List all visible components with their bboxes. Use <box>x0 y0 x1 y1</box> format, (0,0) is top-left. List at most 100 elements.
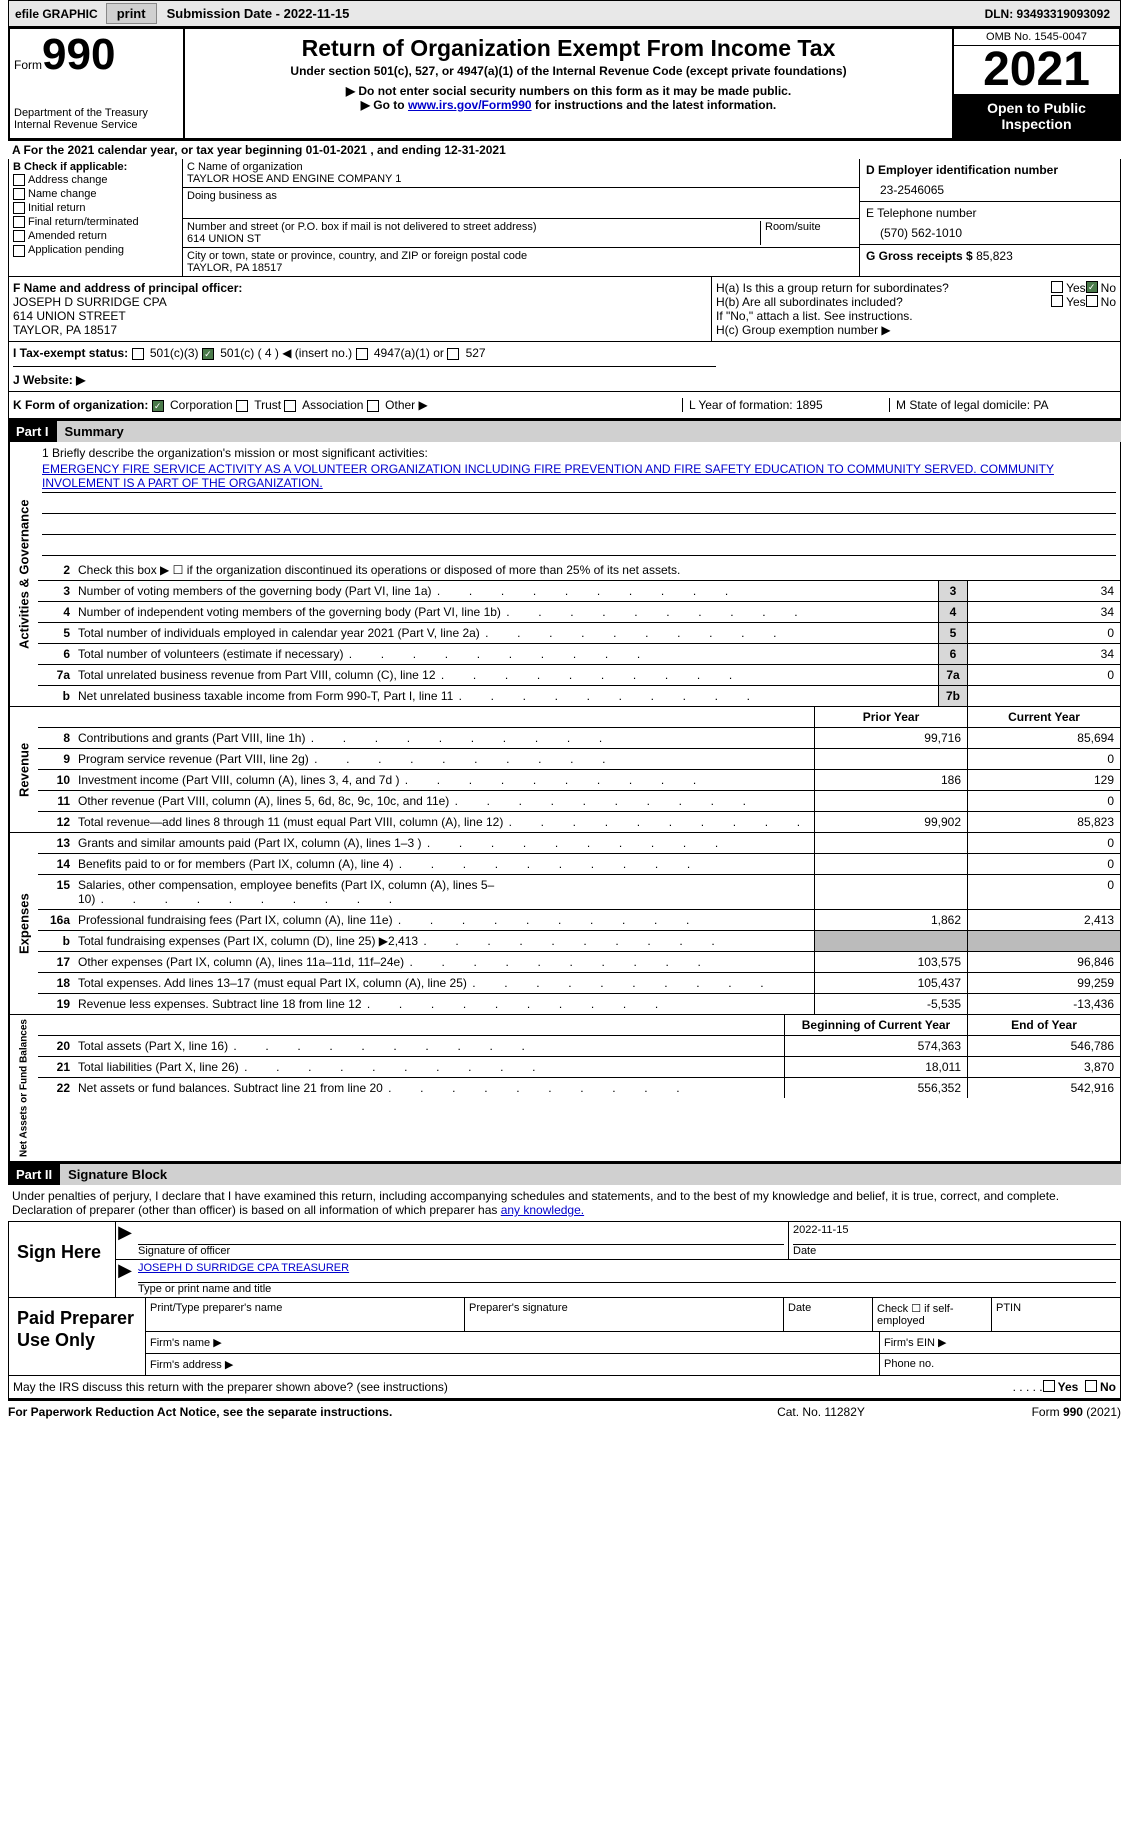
dept-label: Department of the Treasury <box>14 107 179 119</box>
cb-amended[interactable] <box>13 230 25 242</box>
cb-ha-no[interactable]: ✓ <box>1086 281 1098 293</box>
table-row: 10Investment income (Part VIII, column (… <box>38 770 1120 791</box>
sig-date-label: Date <box>793 1245 816 1257</box>
ein-value: 23-2546065 <box>866 177 1114 197</box>
table-row: 15Salaries, other compensation, employee… <box>38 875 1120 910</box>
opt-assoc: Association <box>302 398 363 412</box>
print-button[interactable]: print <box>106 3 157 24</box>
opt-address: Address change <box>28 174 108 186</box>
vtab-revenue: Revenue <box>9 707 38 832</box>
officer-name: JOSEPH D SURRIDGE CPA <box>13 295 707 309</box>
summary-netassets: Net Assets or Fund Balances Beginning of… <box>8 1015 1121 1162</box>
opt-initial: Initial return <box>28 202 85 214</box>
paid-label: Paid Preparer Use Only <box>9 1298 146 1375</box>
cb-527[interactable] <box>447 348 459 360</box>
cb-final[interactable] <box>13 216 25 228</box>
section-bcd: B Check if applicable: Address change Na… <box>8 159 1121 277</box>
cb-hb-yes[interactable] <box>1051 295 1063 307</box>
dba-label: Doing business as <box>183 188 859 219</box>
irs-label: Internal Revenue Service <box>14 119 179 131</box>
cb-other[interactable] <box>367 400 379 412</box>
no-label: No <box>1101 281 1116 295</box>
irs-link[interactable]: www.irs.gov/Form990 <box>408 98 532 112</box>
form-word: Form <box>14 58 42 72</box>
m-state: M State of legal domicile: PA <box>889 398 1116 412</box>
form-ref: Form 990 (2021) <box>921 1405 1121 1419</box>
ha-label: H(a) Is this a group return for subordin… <box>716 281 1051 295</box>
line2-desc: Check this box ▶ ☐ if the organization d… <box>74 560 1120 580</box>
table-row: 17Other expenses (Part IX, column (A), l… <box>38 952 1120 973</box>
cat-no: Cat. No. 11282Y <box>721 1405 921 1419</box>
line-a: A For the 2021 calendar year, or tax yea… <box>8 140 1121 159</box>
cb-assoc[interactable] <box>284 400 296 412</box>
discuss-label: May the IRS discuss this return with the… <box>13 1380 1013 1394</box>
table-row: bTotal fundraising expenses (Part IX, co… <box>38 931 1120 952</box>
cb-hb-no[interactable] <box>1086 295 1098 307</box>
briefly-label: 1 Briefly describe the organization's mi… <box>42 446 1116 460</box>
vtab-net: Net Assets or Fund Balances <box>9 1015 38 1161</box>
hc-label: H(c) Group exemption number ▶ <box>716 323 1116 337</box>
cb-pending[interactable] <box>13 245 25 257</box>
summary-expenses: Expenses 13Grants and similar amounts pa… <box>8 833 1121 1015</box>
opt-501c: 501(c) ( 4 ) ◀ (insert no.) <box>220 346 352 360</box>
tax-year: 2021 <box>954 46 1119 94</box>
street-label: Number and street (or P.O. box if mail i… <box>187 221 756 233</box>
paid-preparer-block: Paid Preparer Use Only Print/Type prepar… <box>8 1298 1121 1376</box>
cb-ha-yes[interactable] <box>1051 281 1063 293</box>
table-row: 18Total expenses. Add lines 13–17 (must … <box>38 973 1120 994</box>
cb-discuss-yes[interactable] <box>1043 1380 1055 1392</box>
table-row: 19Revenue less expenses. Subtract line 1… <box>38 994 1120 1014</box>
section-k: K Form of organization: ✓ Corporation Tr… <box>8 392 1121 419</box>
submission-date: Submission Date - 2022-11-15 <box>159 6 358 21</box>
cb-address-change[interactable] <box>13 174 25 186</box>
cb-4947[interactable] <box>356 348 368 360</box>
col-prior: Prior Year <box>814 707 967 727</box>
firm-ein-label: Firm's EIN ▶ <box>880 1332 1120 1353</box>
f-label: F Name and address of principal officer: <box>13 281 707 295</box>
sign-here-block: Sign Here ▶ Signature of officer 2022-11… <box>8 1221 1121 1298</box>
phone-label: Phone no. <box>880 1354 1120 1375</box>
cb-501c[interactable]: ✓ <box>202 348 214 360</box>
efile-label: efile GRAPHIC <box>9 7 104 21</box>
tel-label: E Telephone number <box>866 206 1114 220</box>
part2-label: Part II <box>8 1164 60 1185</box>
table-row: 3Number of voting members of the governi… <box>38 581 1120 602</box>
cb-initial[interactable] <box>13 202 25 214</box>
no-label3: No <box>1100 1380 1116 1394</box>
cb-501c3[interactable] <box>132 348 144 360</box>
ein-label: D Employer identification number <box>866 163 1114 177</box>
table-row: 4Number of independent voting members of… <box>38 602 1120 623</box>
city-value: TAYLOR, PA 18517 <box>187 262 855 274</box>
officer-printed-name: JOSEPH D SURRIDGE CPA TREASURER <box>138 1262 1116 1283</box>
table-row: 21Total liabilities (Part X, line 26)18,… <box>38 1057 1120 1078</box>
col-end: End of Year <box>967 1015 1120 1035</box>
irs-discuss-row: May the IRS discuss this return with the… <box>8 1376 1121 1399</box>
sig-officer-label: Signature of officer <box>138 1245 230 1257</box>
ptin-label: PTIN <box>992 1298 1120 1331</box>
yes-label3: Yes <box>1058 1380 1079 1394</box>
preparer-sig-label: Preparer's signature <box>465 1298 784 1331</box>
opt-trust: Trust <box>254 398 281 412</box>
gross-value: 85,823 <box>976 249 1013 263</box>
opt-527: 527 <box>466 346 486 360</box>
form-title: Return of Organization Exempt From Incom… <box>189 35 948 62</box>
part2-header: Part II Signature Block <box>8 1162 1121 1185</box>
opt-corp: Corporation <box>170 398 233 412</box>
cb-trust[interactable] <box>236 400 248 412</box>
b-title: B Check if applicable: <box>13 161 178 173</box>
summary-revenue: Revenue Prior YearCurrent Year 8Contribu… <box>8 707 1121 833</box>
preparer-date-label: Date <box>784 1298 873 1331</box>
page-footer: For Paperwork Reduction Act Notice, see … <box>8 1399 1121 1423</box>
c-name-label: C Name of organization <box>187 161 855 173</box>
yes-label2: Yes <box>1066 295 1086 309</box>
cb-discuss-no[interactable] <box>1085 1380 1097 1392</box>
open-public: Open to Public Inspection <box>954 94 1119 138</box>
vtab-governance: Activities & Governance <box>9 442 38 706</box>
cb-corp[interactable]: ✓ <box>152 400 164 412</box>
table-row: 8Contributions and grants (Part VIII, li… <box>38 728 1120 749</box>
cb-name-change[interactable] <box>13 188 25 200</box>
name-title-label: Type or print name and title <box>138 1283 271 1295</box>
col-current: Current Year <box>967 707 1120 727</box>
opt-final: Final return/terminated <box>28 216 139 228</box>
arrow-icon: ▶ <box>116 1222 134 1259</box>
